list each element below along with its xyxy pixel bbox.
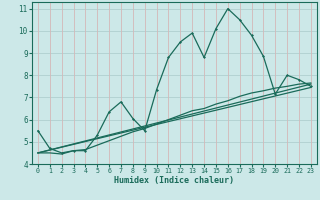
X-axis label: Humidex (Indice chaleur): Humidex (Indice chaleur) <box>115 176 234 185</box>
